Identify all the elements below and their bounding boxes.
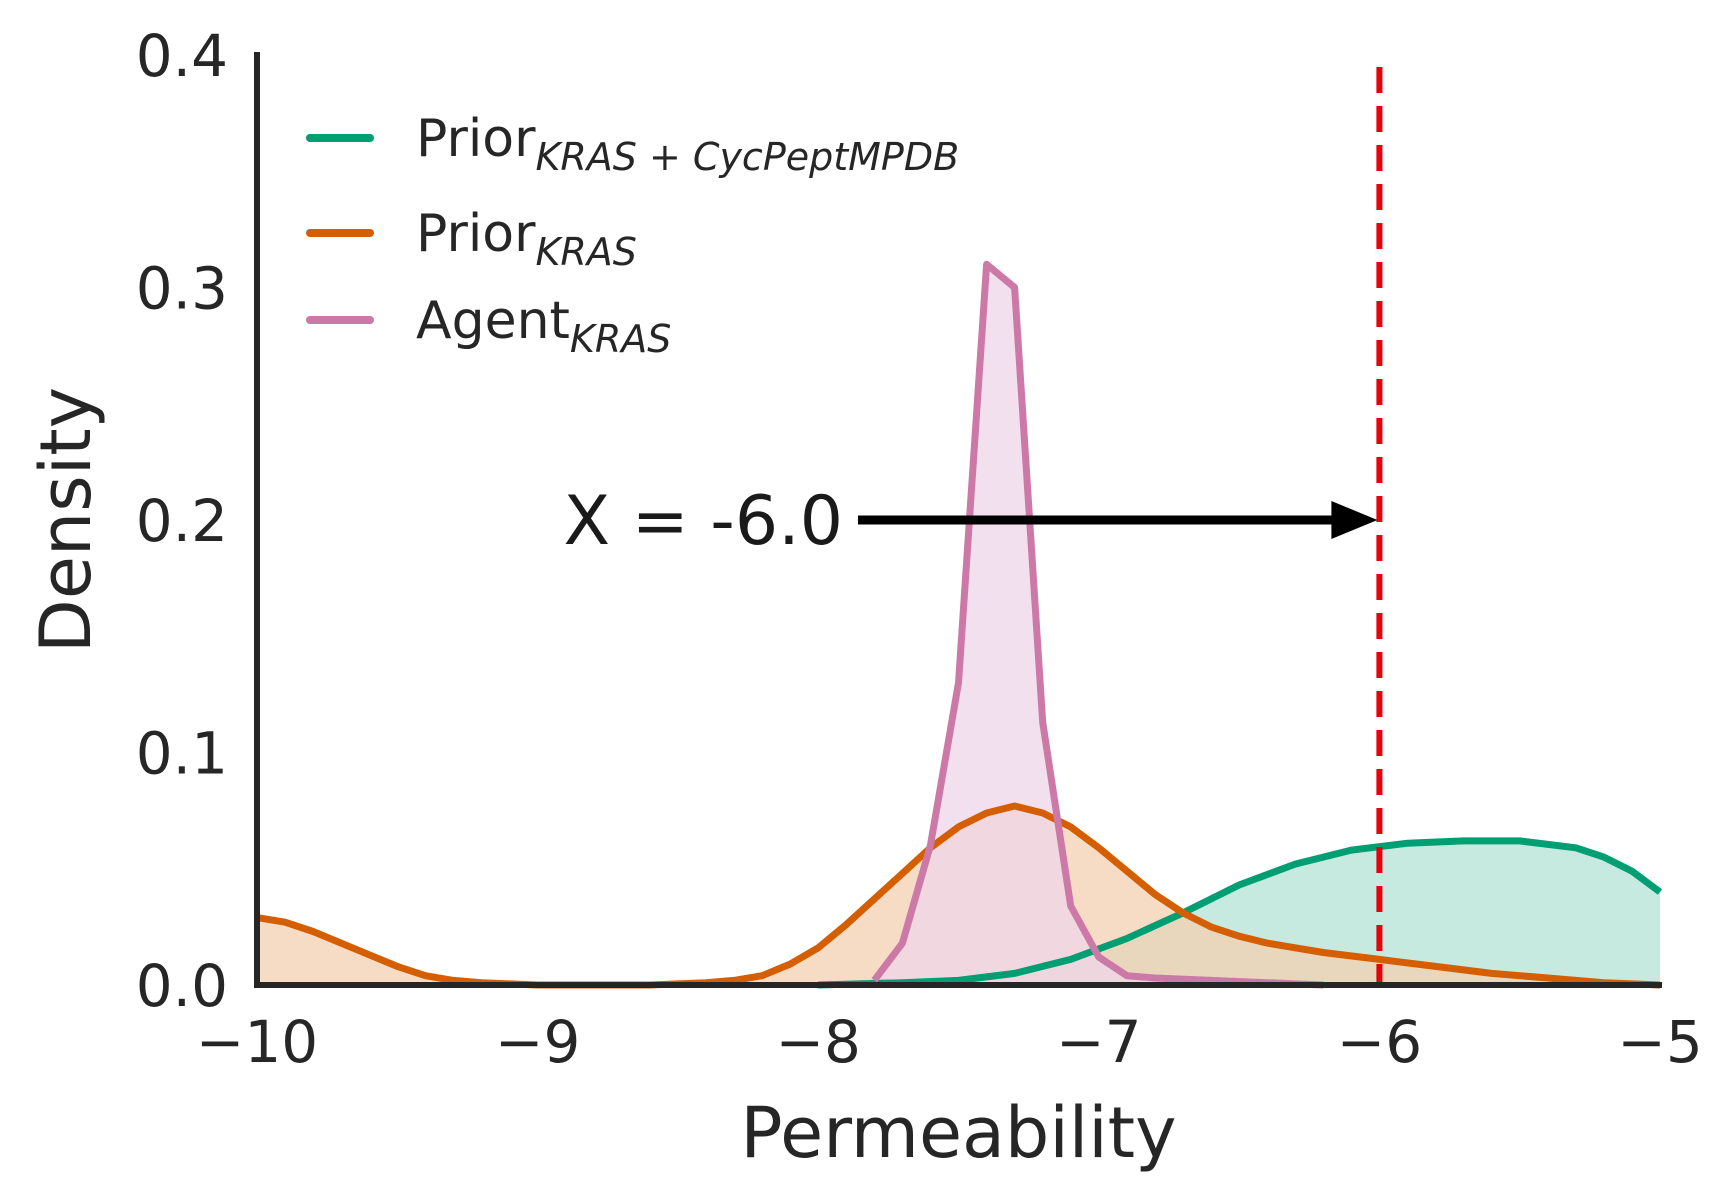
annotation-label: X = -6.0 bbox=[564, 482, 843, 561]
series-lines bbox=[256, 260, 1663, 989]
series-areas bbox=[257, 264, 1660, 985]
annotation-arrowhead bbox=[1331, 501, 1378, 539]
y-tick-label: 0.0 bbox=[136, 952, 228, 1020]
y-axis-label: Density bbox=[25, 387, 107, 653]
y-tick-label: 0.4 bbox=[136, 22, 228, 90]
x-tick-label: −10 bbox=[196, 1008, 318, 1076]
x-axis-label: Permeability bbox=[740, 1092, 1176, 1174]
area-agent-kras bbox=[874, 264, 1324, 985]
legend-label-prior-kras-cycpeptmpdb: PriorKRAS + CycPeptMPDB bbox=[416, 109, 959, 179]
x-tick-label: −8 bbox=[775, 1008, 861, 1076]
line-prior-kras bbox=[256, 802, 1661, 989]
legend-label-agent-kras: AgentKRAS bbox=[416, 291, 671, 361]
axes-group: −10 −9 −8 −7 −6 −5 0.0 0.1 0.2 0.3 0.4 Permeability… bbox=[25, 22, 1703, 1174]
annotation-group: X = -6.0 bbox=[564, 482, 1378, 561]
legend: PriorKRAS + CycPeptMPDB PriorKRAS AgentKRA… bbox=[306, 109, 959, 361]
line-prior-kras-cycpeptmpdb bbox=[818, 837, 1663, 989]
x-tick-label: −7 bbox=[1056, 1008, 1142, 1076]
area-prior-kras-cycpeptmpdb bbox=[818, 840, 1660, 985]
y-tick-label: 0.1 bbox=[136, 720, 228, 788]
line-agent-kras bbox=[871, 260, 1324, 989]
x-tick-label: −5 bbox=[1617, 1008, 1703, 1076]
x-tick-label: −9 bbox=[495, 1008, 581, 1076]
legend-label-prior-kras: PriorKRAS bbox=[416, 204, 637, 274]
x-tick-label: −6 bbox=[1337, 1008, 1423, 1076]
y-tick-label: 0.2 bbox=[136, 487, 228, 555]
y-tick-label: 0.3 bbox=[136, 255, 228, 323]
